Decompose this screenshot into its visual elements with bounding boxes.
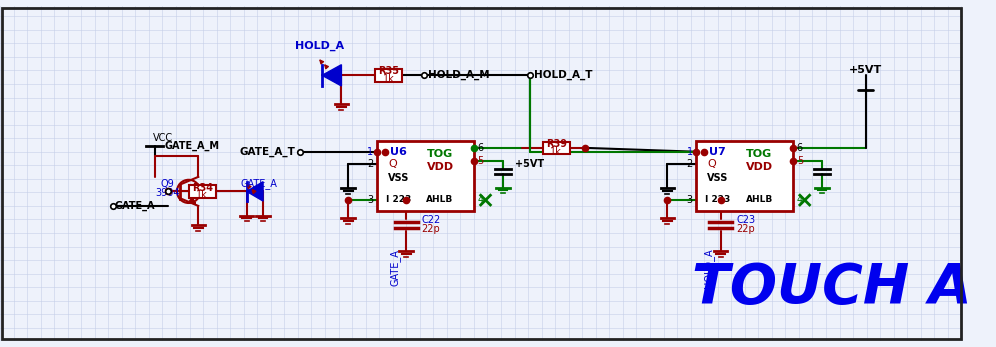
Text: 2: 2 [686, 159, 693, 169]
Text: U7: U7 [709, 147, 726, 157]
Text: R39: R39 [546, 139, 567, 149]
Text: 6: 6 [478, 143, 484, 153]
Text: HOLD_A_T: HOLD_A_T [534, 70, 593, 81]
Bar [375, 69, 402, 82]
Text: VSS: VSS [387, 173, 409, 183]
Text: VSS: VSS [707, 173, 728, 183]
Text: AHLB: AHLB [746, 195, 773, 204]
Text: 3: 3 [686, 195, 692, 205]
Text: 5: 5 [797, 156, 803, 167]
Bar [543, 142, 570, 154]
Text: VCC: VCC [152, 133, 173, 143]
Text: 3904: 3904 [155, 188, 179, 198]
Text: I 223: I 223 [705, 195, 730, 204]
Text: R35: R35 [378, 67, 399, 76]
Text: 6: 6 [797, 143, 803, 153]
Text: +5VT: +5VT [849, 66, 882, 76]
Text: HOLD_A_M: HOLD_A_M [427, 70, 489, 81]
Text: TOUCH A: TOUCH A [692, 261, 972, 315]
Text: VDD: VDD [426, 162, 453, 172]
Text: Q: Q [388, 159, 397, 169]
Text: HOLD_A: HOLD_A [295, 41, 344, 51]
Text: VDD: VDD [746, 162, 773, 172]
Text: GATE_A: GATE_A [115, 201, 154, 211]
Text: 2: 2 [368, 159, 374, 169]
Text: 22p: 22p [421, 224, 440, 234]
Polygon shape [247, 182, 263, 201]
Text: TOG: TOG [427, 149, 453, 159]
Text: 1: 1 [686, 147, 692, 157]
Text: +5VT: +5VT [515, 159, 544, 169]
Text: TOG: TOG [746, 149, 772, 159]
Text: Q: Q [707, 159, 716, 169]
Text: 5: 5 [477, 156, 484, 167]
Text: U6: U6 [390, 147, 407, 157]
Text: 4: 4 [797, 195, 803, 205]
Text: I 223: I 223 [385, 195, 411, 204]
Text: Q9: Q9 [160, 179, 174, 189]
Text: C23: C23 [736, 215, 755, 226]
Bar [696, 141, 793, 211]
Bar [377, 141, 474, 211]
Text: 4: 4 [478, 195, 484, 205]
Bar [188, 185, 216, 198]
Text: 3: 3 [368, 195, 374, 205]
Text: AHLB: AHLB [426, 195, 454, 204]
Polygon shape [322, 65, 342, 86]
Text: R34: R34 [191, 183, 212, 193]
Text: HOLD_A: HOLD_A [703, 248, 714, 288]
Text: 1k: 1k [550, 147, 562, 157]
Text: GATE_A_M: GATE_A_M [164, 141, 219, 151]
Text: GATE_A_T: GATE_A_T [239, 146, 295, 157]
Text: 22p: 22p [736, 224, 755, 234]
Text: 1: 1 [368, 147, 374, 157]
Text: GATE_A: GATE_A [241, 178, 278, 189]
Text: 1k: 1k [382, 74, 394, 84]
Text: C22: C22 [421, 215, 441, 226]
Text: GATE_A: GATE_A [389, 249, 400, 286]
Text: 1k: 1k [196, 190, 208, 200]
